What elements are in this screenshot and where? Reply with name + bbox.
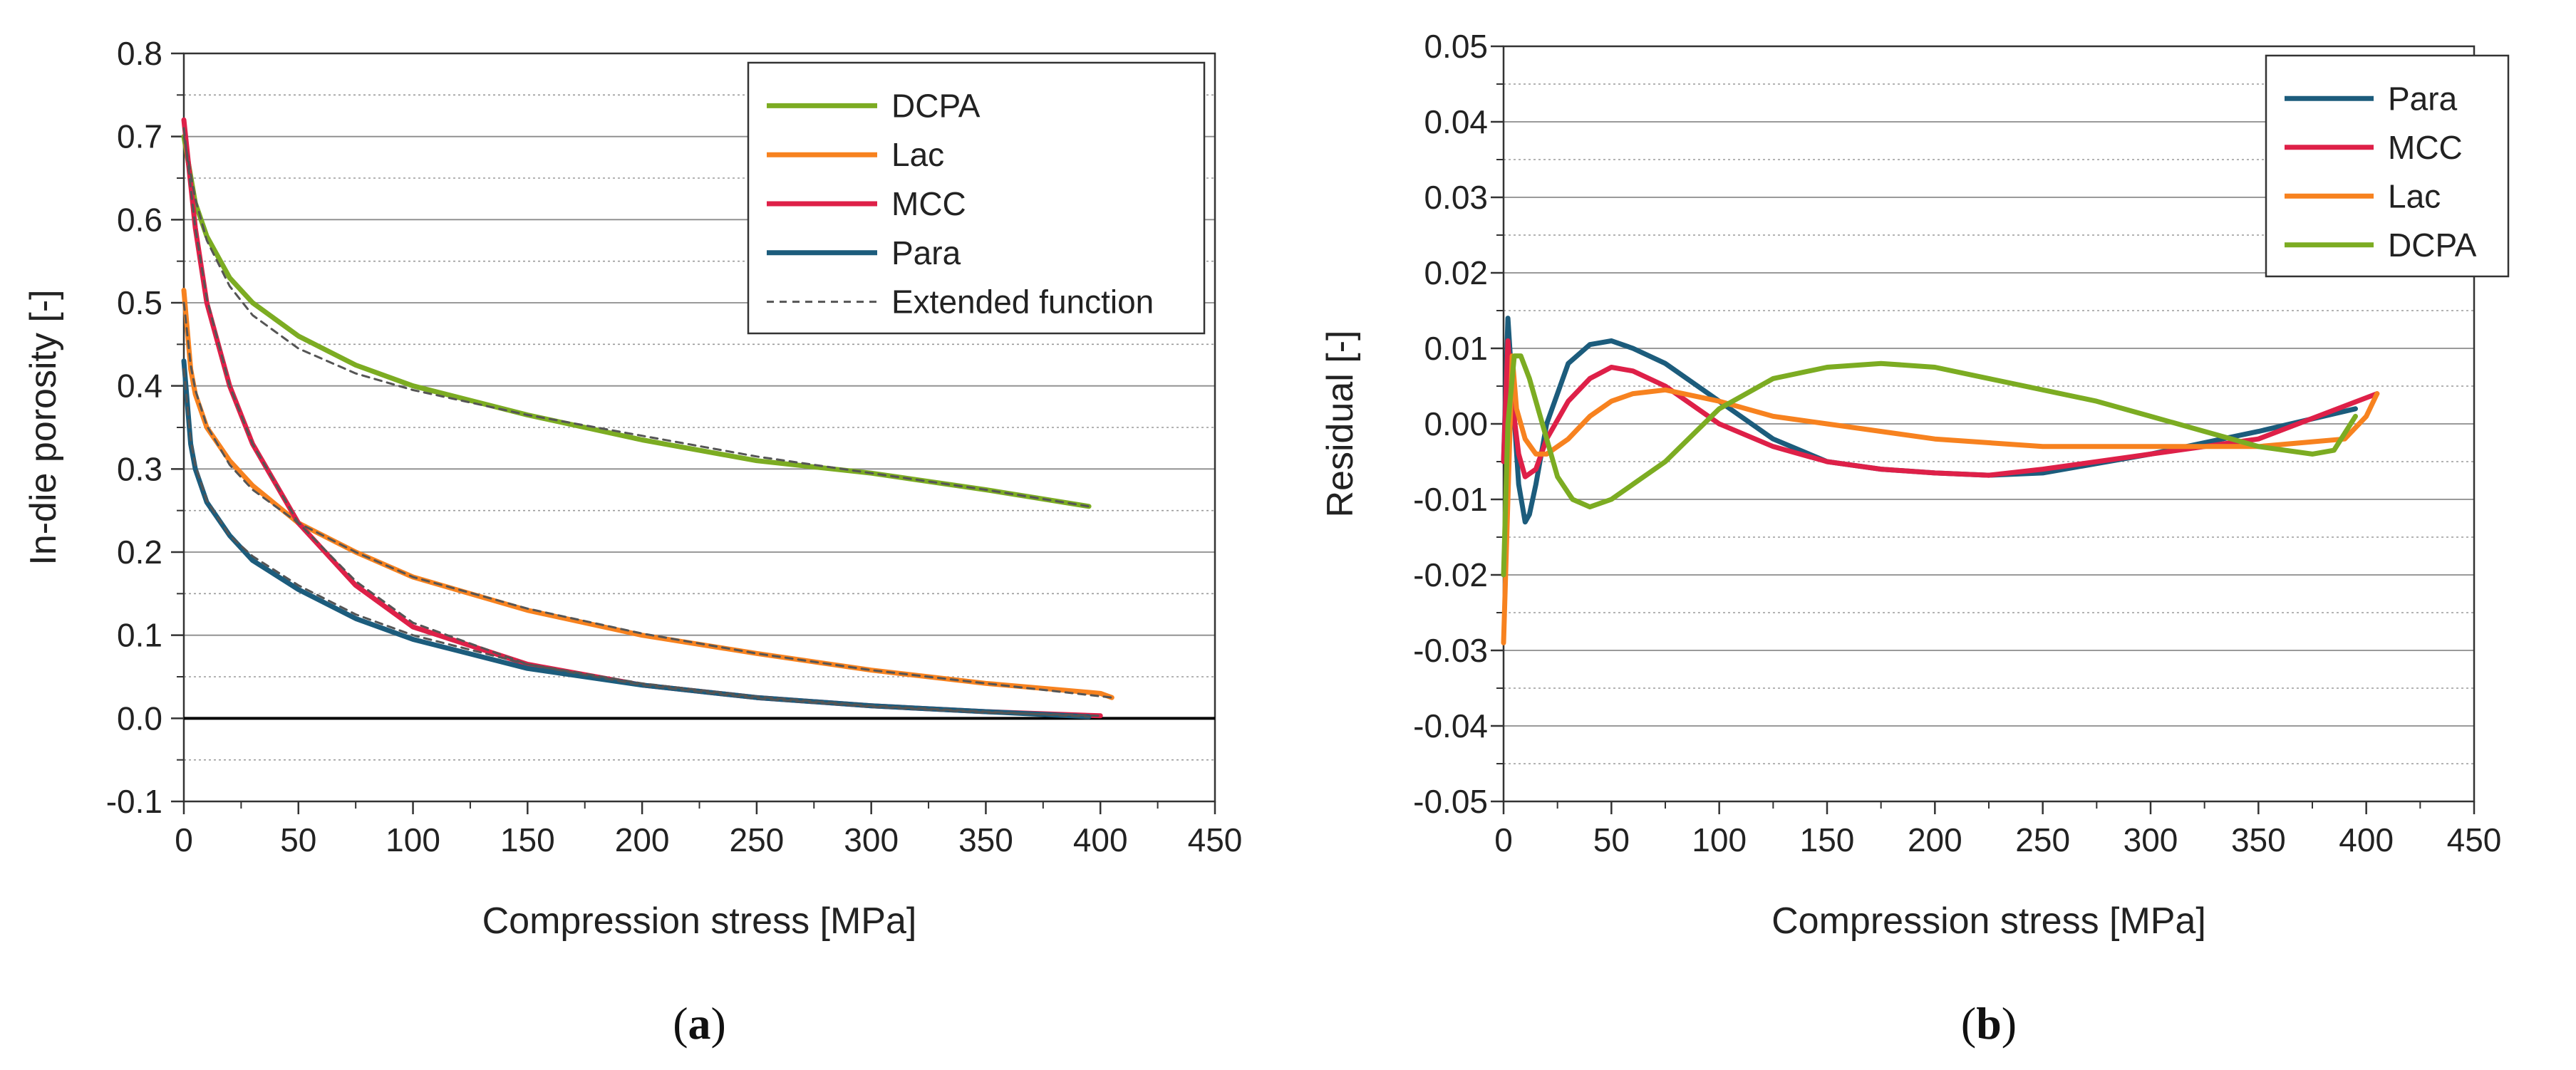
caption-close-paren: ): [2002, 998, 2017, 1049]
y-tick-label: -0.01: [1413, 481, 1488, 518]
panel-a: -0.1 0.0 0.1 0.2 0.3 0.4 0.5 0.6 0.7 0.8 0 50 100 150…: [23, 35, 1242, 1049]
panel-caption: (b): [1961, 998, 2017, 1049]
minor-gridlines: [1504, 83, 2474, 764]
x-tick-label: 0: [175, 821, 193, 858]
x-tick-label: 150: [500, 821, 555, 858]
y-tick-label: 0.03: [1424, 179, 1488, 216]
series-line-lac: [1501, 353, 2380, 645]
legend-label-mcc: MCC: [2388, 129, 2463, 166]
legend-label-mcc: MCC: [891, 185, 966, 222]
legend-box: [2265, 54, 2510, 278]
x-axis-ticks: 0 50 100 150 200 250 300 350 400 450: [1494, 801, 2501, 858]
series-line-para: [181, 358, 1092, 720]
x-tick-label: 300: [844, 821, 899, 858]
y-tick-label: 0.02: [1424, 254, 1488, 291]
x-tick-label: 50: [280, 821, 316, 858]
y-tick-label: -0.05: [1413, 783, 1488, 820]
x-tick-label: 350: [958, 821, 1013, 858]
y-tick-label: 0.2: [117, 534, 162, 571]
series-line-extended-function-para: [182, 368, 1090, 718]
legend-label-lac: Lac: [2388, 177, 2441, 214]
y-tick-label: 0.6: [117, 201, 162, 238]
series-line-lac: [181, 288, 1114, 700]
y-tick-label: -0.02: [1413, 556, 1488, 593]
y-tick-label: 0.3: [117, 450, 162, 487]
series-lines: [181, 117, 1114, 720]
x-tick-label: 250: [2015, 821, 2070, 858]
x-tick-label: 50: [1593, 821, 1630, 858]
legend-label-para: Para: [2388, 80, 2458, 117]
y-tick-label: 0.7: [117, 118, 162, 155]
caption-open-paren: (: [1961, 998, 1976, 1049]
x-axis-ticks: 0 50 100 150 200 250 300 350 400 450: [175, 801, 1242, 858]
y-tick-label: 0.00: [1424, 405, 1488, 442]
series-line-extended-function-dcpa: [182, 135, 1090, 508]
caption-open-paren: (: [673, 998, 688, 1049]
x-tick-label: 350: [2231, 821, 2286, 858]
panel-b: -0.05 -0.04 -0.03 -0.02 -0.01 0.00 0.01 0.02 0.0…: [1320, 28, 2510, 1049]
legend-label-extended-function: Extended function: [891, 284, 1154, 321]
legend: Para MCC Lac DCPA: [2265, 54, 2510, 278]
y-tick-label: 0.04: [1424, 103, 1488, 140]
y-tick-label: 0.5: [117, 284, 162, 321]
x-tick-label: 0: [1494, 821, 1513, 858]
y-tick-label: -0.1: [106, 783, 162, 820]
caption-letter: b: [1976, 998, 2002, 1049]
y-tick-label: 0.01: [1424, 330, 1488, 367]
x-tick-label: 300: [2124, 821, 2178, 858]
x-tick-label: 200: [1908, 821, 1962, 858]
y-axis-title: Residual [-]: [1320, 331, 1361, 518]
y-axis-ticks: -0.1 0.0 0.1 0.2 0.3 0.4 0.5 0.6 0.7 0.8: [106, 35, 184, 820]
series-line-extended-function-lac: [182, 301, 1113, 699]
series-line-mcc: [1501, 338, 2380, 479]
x-tick-label: 450: [1188, 821, 1243, 858]
x-tick-label: 400: [2339, 821, 2394, 858]
panel-caption: (a): [673, 998, 726, 1049]
y-tick-label: 0.4: [117, 368, 162, 405]
x-tick-label: 200: [615, 821, 670, 858]
y-axis-ticks: -0.05 -0.04 -0.03 -0.02 -0.01 0.00 0.01 0.02 0.0…: [1413, 28, 1504, 820]
caption-close-paren: ): [711, 998, 726, 1049]
y-tick-label: 0.8: [117, 35, 162, 72]
series-line-extended-function-mcc: [182, 127, 1102, 717]
y-tick-label: 0.1: [117, 617, 162, 654]
x-tick-label: 100: [1692, 821, 1747, 858]
y-axis-title: In-die porosity [-]: [23, 289, 64, 565]
legend-label-dcpa: DCPA: [891, 87, 981, 124]
x-axis-title: Compression stress [MPa]: [1771, 900, 2206, 942]
legend-label-dcpa: DCPA: [2388, 227, 2477, 264]
y-tick-label: -0.03: [1413, 632, 1488, 669]
caption-letter: a: [688, 998, 711, 1049]
series-line-dcpa: [1501, 353, 2358, 578]
legend-label-lac: Lac: [891, 136, 944, 173]
x-tick-label: 400: [1073, 821, 1128, 858]
y-tick-label: 0.05: [1424, 28, 1488, 65]
legend: DCPA Lac MCC Para Extended function: [747, 61, 1206, 335]
y-tick-label: -0.04: [1413, 707, 1488, 744]
legend-label-para: Para: [891, 234, 961, 271]
series-lines: [1501, 316, 2380, 645]
x-tick-label: 100: [386, 821, 440, 858]
x-tick-label: 450: [2447, 821, 2502, 858]
x-tick-label: 150: [1800, 821, 1855, 858]
x-axis-title: Compression stress [MPa]: [482, 900, 917, 942]
x-tick-label: 250: [730, 821, 785, 858]
y-tick-label: 0.0: [117, 700, 162, 737]
